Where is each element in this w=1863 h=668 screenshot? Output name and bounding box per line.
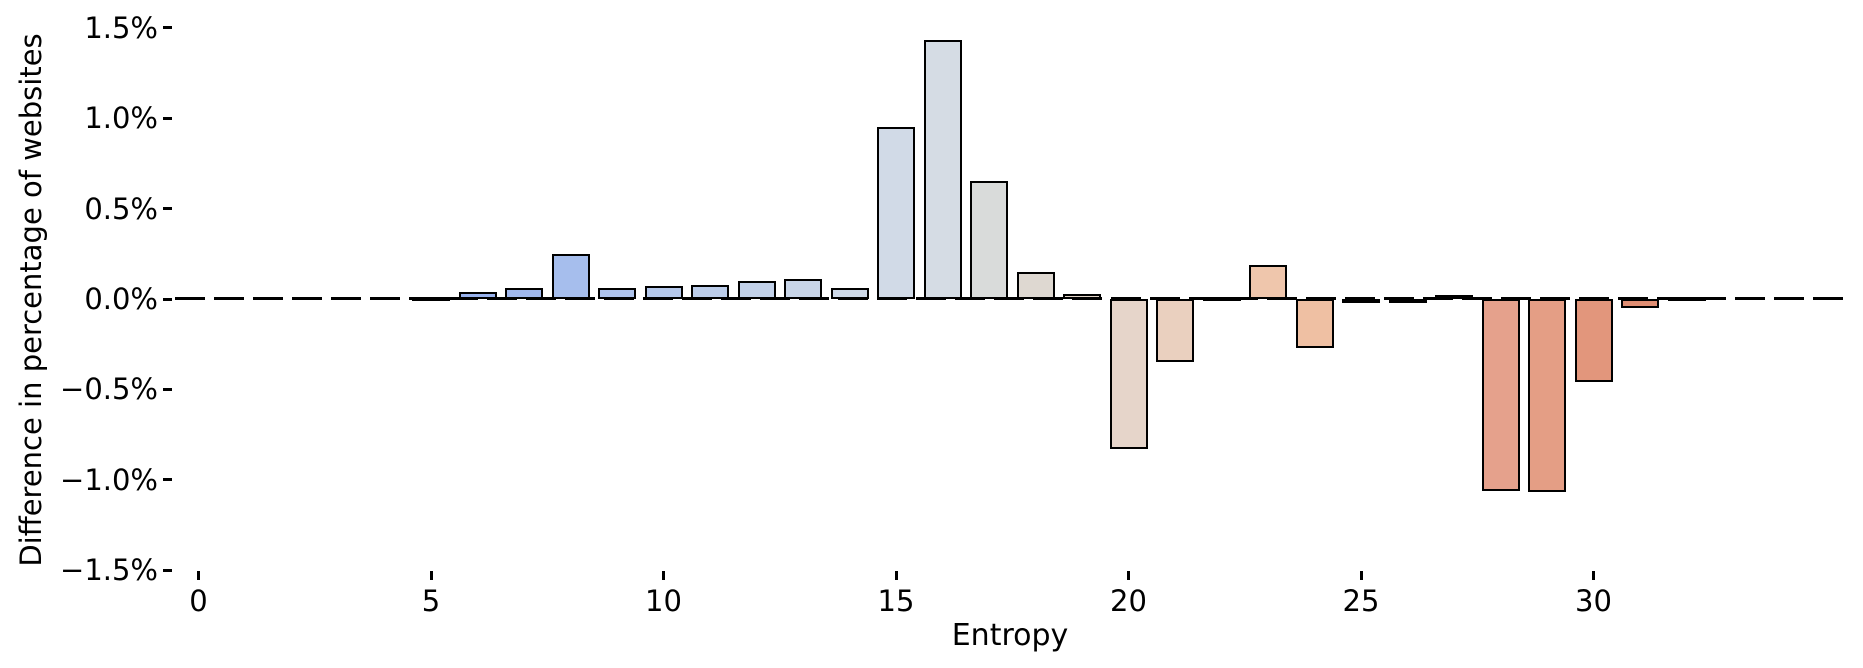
x-tick-label: 0 bbox=[189, 584, 208, 618]
bar bbox=[412, 297, 450, 301]
bar bbox=[1295, 299, 1334, 348]
bar bbox=[598, 288, 636, 299]
x-tick-label: 25 bbox=[1342, 584, 1380, 618]
bar bbox=[1063, 293, 1101, 299]
bar bbox=[505, 288, 543, 299]
y-tick-mark bbox=[163, 387, 172, 391]
bar bbox=[1667, 297, 1706, 301]
y-tick-mark bbox=[163, 478, 172, 482]
bar bbox=[1481, 299, 1520, 491]
bar bbox=[737, 280, 776, 299]
y-tick-label: 0.5% bbox=[84, 191, 158, 226]
x-tick-mark bbox=[429, 571, 433, 580]
y-tick-mark bbox=[163, 26, 172, 30]
bar bbox=[691, 284, 729, 299]
x-tick-mark bbox=[197, 571, 200, 580]
x-tick-mark bbox=[1359, 571, 1363, 580]
y-tick-mark bbox=[163, 297, 172, 301]
x-tick-mark bbox=[662, 571, 665, 580]
bar bbox=[458, 291, 497, 299]
y-tick-label: 1.5% bbox=[84, 10, 158, 45]
x-axis-label: Entropy bbox=[951, 618, 1069, 653]
bar bbox=[830, 288, 869, 299]
bar bbox=[1109, 299, 1148, 450]
y-tick-label: −0.5% bbox=[60, 372, 158, 407]
bar bbox=[1342, 299, 1380, 303]
bar bbox=[1621, 299, 1659, 309]
bar bbox=[784, 279, 822, 299]
bar bbox=[1249, 264, 1287, 299]
y-tick-label: −1.5% bbox=[60, 553, 158, 588]
bar bbox=[551, 253, 590, 299]
x-tick-label: 20 bbox=[1110, 584, 1147, 618]
x-tick-mark bbox=[894, 571, 898, 580]
bar bbox=[970, 181, 1008, 299]
bar bbox=[1528, 299, 1566, 493]
bar bbox=[644, 286, 683, 299]
x-tick-label: 15 bbox=[877, 584, 915, 618]
x-tick-label: 5 bbox=[421, 584, 441, 618]
bar bbox=[923, 40, 962, 299]
x-tick-label: 10 bbox=[645, 584, 682, 618]
bar bbox=[1388, 299, 1427, 303]
y-tick-label: −1.0% bbox=[60, 462, 158, 497]
x-tick-mark bbox=[1127, 571, 1130, 580]
bar bbox=[1016, 271, 1055, 299]
bar bbox=[877, 127, 915, 299]
zero-dashed-line bbox=[175, 297, 1848, 300]
y-tick-mark bbox=[163, 116, 172, 120]
bar bbox=[1156, 299, 1194, 363]
bar bbox=[1202, 297, 1241, 301]
y-tick-label: 1.0% bbox=[84, 101, 158, 136]
y-tick-mark bbox=[163, 568, 172, 572]
x-tick-label: 30 bbox=[1575, 584, 1612, 618]
bar bbox=[1435, 295, 1473, 300]
y-tick-mark bbox=[163, 207, 172, 211]
y-tick-label: 0.0% bbox=[84, 282, 158, 316]
x-tick-mark bbox=[1592, 571, 1595, 580]
bar bbox=[1574, 299, 1613, 383]
